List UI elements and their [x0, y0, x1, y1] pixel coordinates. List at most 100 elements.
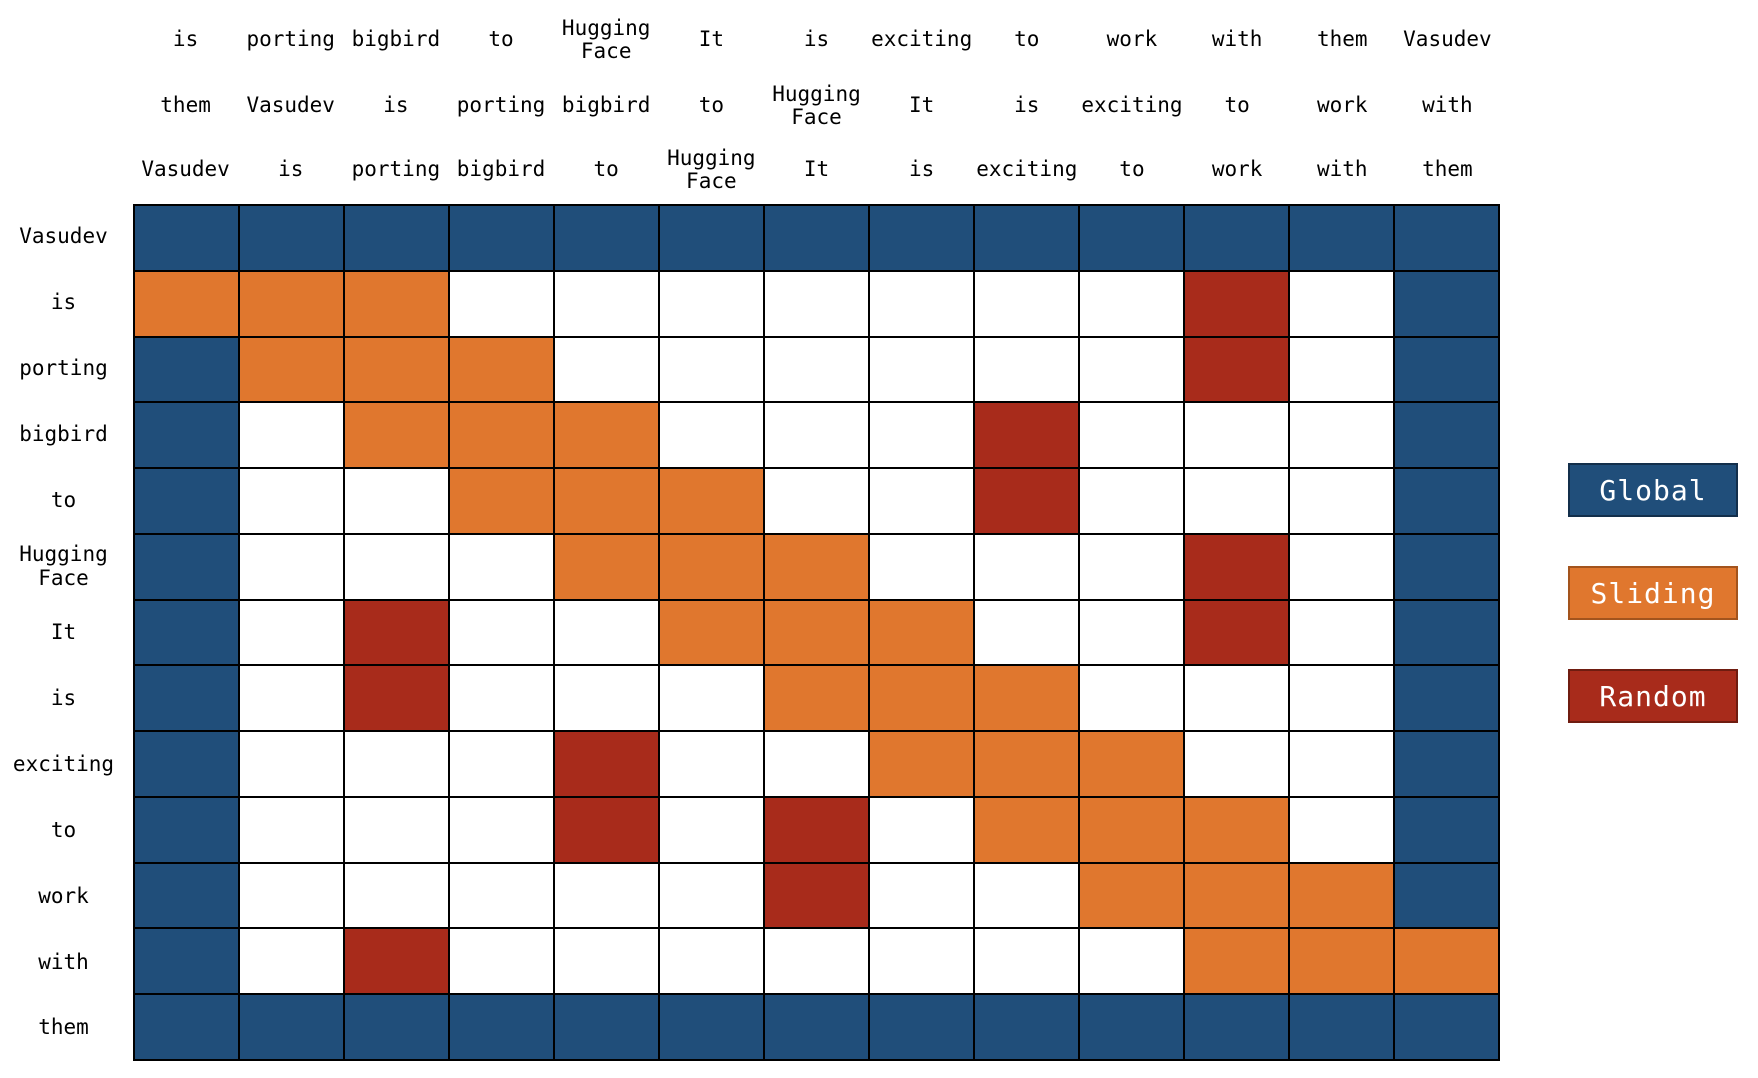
matrix-cell-r8-c9 [1080, 732, 1185, 798]
matrix-cell-r9-c8 [975, 797, 1080, 864]
matrix-cell-r3-c4 [555, 403, 660, 470]
matrix-cell-r2-c0 [135, 337, 240, 404]
matrix-cell-r10-c0 [135, 863, 240, 930]
matrix-cell-r1-c0 [135, 271, 240, 338]
column-header-token: is [803, 27, 830, 52]
column-header-row-1: is porting bigbird to Hugging Face It is exciti… [133, 10, 1500, 70]
matrix-cell-r12-c10 [1185, 995, 1290, 1061]
matrix-cell-r8-c6 [765, 732, 870, 798]
matrix-cell-r8-c12 [1395, 732, 1500, 798]
matrix-cell-r9-c10 [1185, 797, 1290, 864]
legend: Global Sliding Random [1568, 463, 1738, 723]
matrix-cell-r4-c7 [870, 469, 975, 535]
matrix-cell-r1-c3 [450, 271, 555, 338]
column-header-token: to [1014, 27, 1040, 52]
matrix-cell-r4-c11 [1290, 469, 1395, 535]
column-header-token: with [1316, 157, 1368, 182]
matrix-cell-r12-c5 [660, 995, 765, 1061]
matrix-cell-r10-c3 [450, 863, 555, 930]
matrix-cell-r0-c7 [870, 206, 975, 272]
matrix-cell-r4-c12 [1395, 469, 1500, 535]
column-header-token: with [1422, 93, 1473, 118]
matrix-cell-r12-c11 [1290, 995, 1395, 1061]
matrix-cell-r7-c4 [555, 666, 660, 733]
matrix-cell-r10-c2 [345, 863, 450, 930]
row-label-token: Hugging Face [19, 542, 108, 590]
matrix-cell-r5-c5 [660, 534, 765, 601]
column-header-token: Vasudev [1403, 27, 1492, 52]
column-header-token: them [1422, 157, 1473, 182]
matrix-cell-r2-c4 [555, 337, 660, 404]
row-label-token: is [50, 290, 77, 315]
matrix-cell-r11-c11 [1290, 929, 1395, 996]
column-header-token: to [698, 93, 724, 118]
column-header-token: bigbird [456, 157, 546, 182]
matrix-cell-r3-c3 [450, 403, 555, 470]
column-header-token: bigbird [351, 27, 441, 52]
matrix-cell-r12-c1 [240, 995, 345, 1061]
matrix-cell-r9-c6 [765, 797, 870, 864]
matrix-cell-r6-c6 [765, 600, 870, 667]
matrix-cell-r3-c1 [240, 403, 345, 470]
matrix-cell-r7-c8 [975, 666, 1080, 733]
matrix-cell-r11-c6 [765, 929, 870, 996]
matrix-cell-r8-c11 [1290, 732, 1395, 798]
matrix-cell-r1-c4 [555, 271, 660, 338]
matrix-cell-r3-c12 [1395, 403, 1500, 470]
column-header-token: work [1316, 93, 1368, 118]
matrix-cell-r10-c6 [765, 863, 870, 930]
column-header-token: porting [456, 93, 546, 118]
matrix-cell-r0-c4 [555, 206, 660, 272]
matrix-cell-r4-c8 [975, 469, 1080, 535]
matrix-cell-r11-c9 [1080, 929, 1185, 996]
matrix-cell-r11-c8 [975, 929, 1080, 996]
matrix-cell-r0-c5 [660, 206, 765, 272]
matrix-cell-r6-c7 [870, 600, 975, 667]
matrix-cell-r3-c10 [1185, 403, 1290, 470]
matrix-cell-r2-c7 [870, 337, 975, 404]
matrix-cell-r4-c6 [765, 469, 870, 535]
matrix-cell-r8-c2 [345, 732, 450, 798]
matrix-cell-r0-c11 [1290, 206, 1395, 272]
matrix-cell-r3-c0 [135, 403, 240, 470]
column-header-token: Vasudev [141, 157, 230, 182]
matrix-cell-r1-c6 [765, 271, 870, 338]
matrix-cell-r5-c2 [345, 534, 450, 601]
legend-sliding: Sliding [1568, 566, 1738, 620]
row-label-token: bigbird [19, 422, 108, 447]
matrix-cell-r11-c1 [240, 929, 345, 996]
matrix-cell-r10-c7 [870, 863, 975, 930]
matrix-cell-r7-c1 [240, 666, 345, 733]
column-header-token: Hugging Face [561, 15, 651, 63]
matrix-cell-r5-c11 [1290, 534, 1395, 601]
matrix-cell-r11-c5 [660, 929, 765, 996]
matrix-cell-r7-c12 [1395, 666, 1500, 733]
matrix-cell-r0-c12 [1395, 206, 1500, 272]
column-header-token: is [383, 93, 409, 118]
matrix-cell-r1-c12 [1395, 271, 1500, 338]
matrix-cell-r10-c5 [660, 863, 765, 930]
row-label-token: is [50, 685, 77, 710]
matrix-cell-r8-c7 [870, 732, 975, 798]
matrix-cell-r9-c11 [1290, 797, 1395, 864]
matrix-cell-r6-c2 [345, 600, 450, 667]
matrix-cell-r12-c2 [345, 995, 450, 1061]
column-header-token: is [1014, 93, 1040, 118]
column-header-token: porting [351, 157, 441, 182]
matrix-cell-r9-c7 [870, 797, 975, 864]
matrix-cell-r9-c9 [1080, 797, 1185, 864]
column-header-row-3: Vasudev is porting bigbird to Hugging Face It i… [133, 140, 1500, 200]
matrix-cell-r4-c0 [135, 469, 240, 535]
matrix-cell-r0-c10 [1185, 206, 1290, 272]
row-label-token: Vasudev [19, 224, 108, 249]
matrix-cell-r5-c0 [135, 534, 240, 601]
matrix-cell-r10-c4 [555, 863, 660, 930]
matrix-cell-r5-c8 [975, 534, 1080, 601]
column-header-token: them [1316, 27, 1368, 52]
matrix-cell-r12-c7 [870, 995, 975, 1061]
matrix-cell-r3-c9 [1080, 403, 1185, 470]
matrix-cell-r1-c7 [870, 271, 975, 338]
matrix-cell-r4-c1 [240, 469, 345, 535]
matrix-cell-r4-c4 [555, 469, 660, 535]
matrix-cell-r7-c7 [870, 666, 975, 733]
